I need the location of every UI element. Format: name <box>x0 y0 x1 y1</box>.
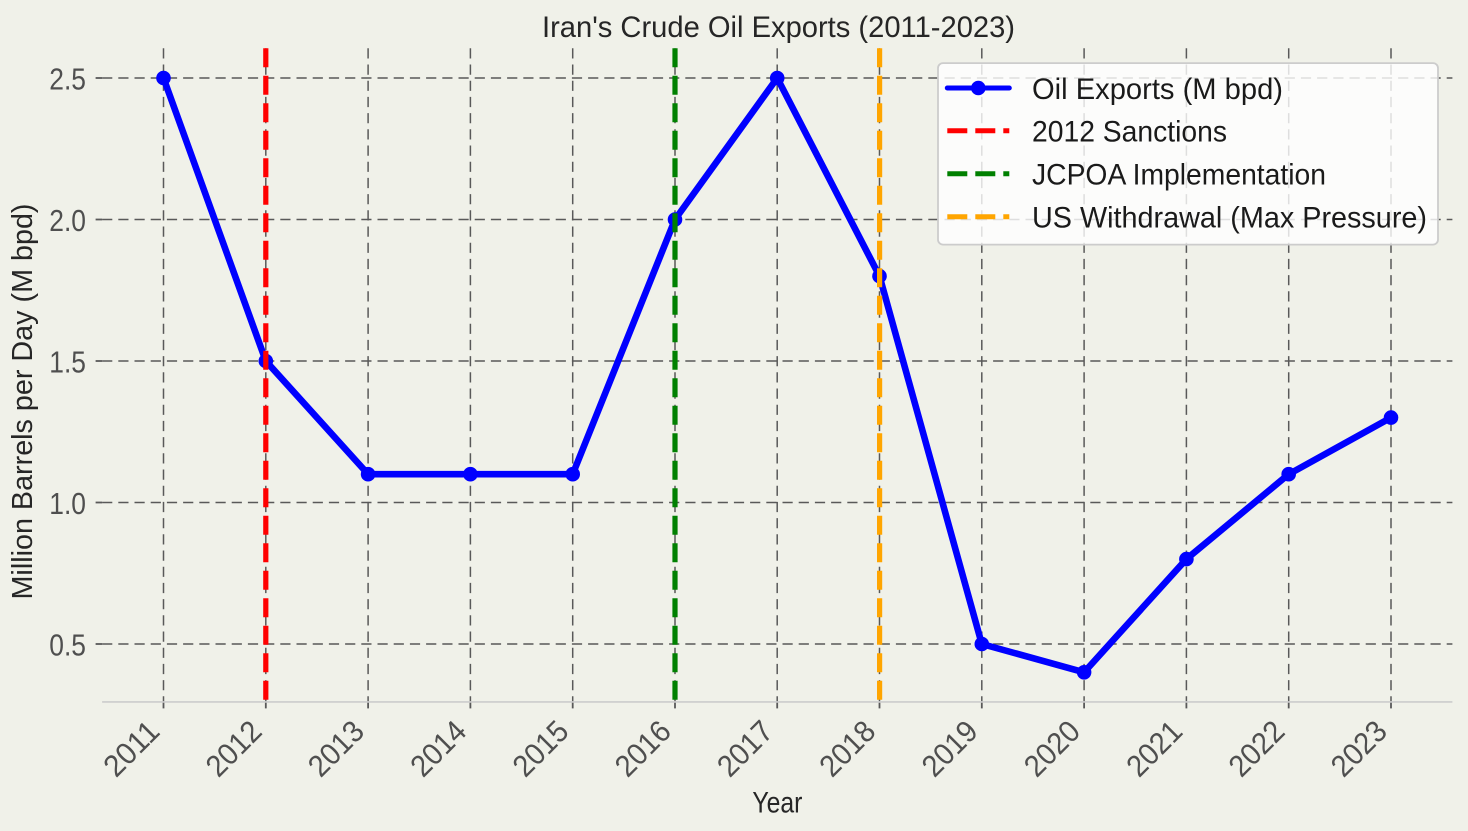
svg-text:Year: Year <box>752 786 802 819</box>
svg-text:Iran's Crude Oil Exports (2011: Iran's Crude Oil Exports (2011-2023) <box>542 11 1015 44</box>
svg-text:1.5: 1.5 <box>49 346 86 380</box>
svg-text:Oil Exports (M bpd): Oil Exports (M bpd) <box>1032 73 1283 106</box>
svg-text:2012 Sanctions: 2012 Sanctions <box>1032 116 1227 149</box>
svg-text:2.0: 2.0 <box>49 204 86 238</box>
svg-text:1.0: 1.0 <box>49 487 86 521</box>
svg-text:Million Barrels per Day (M bpd: Million Barrels per Day (M bpd) <box>7 204 39 600</box>
svg-text:2.5: 2.5 <box>49 63 86 97</box>
svg-text:0.5: 0.5 <box>49 629 86 663</box>
svg-text:US Withdrawal (Max Pressure): US Withdrawal (Max Pressure) <box>1032 202 1427 235</box>
svg-text:JCPOA Implementation: JCPOA Implementation <box>1032 159 1326 192</box>
